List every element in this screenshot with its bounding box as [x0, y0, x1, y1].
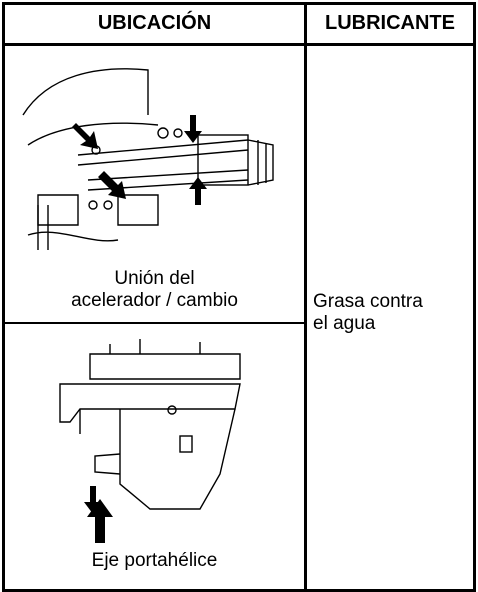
caption-line: Eje portahélice [91, 550, 218, 571]
lubricant-line: Grasa contra [313, 291, 423, 312]
location-caption: Unión del acelerador / cambio [5, 268, 304, 312]
row-rule [2, 322, 305, 324]
location-caption: Eje portahélice [5, 550, 304, 572]
lubricant-line: el agua [313, 313, 376, 334]
caption-line: acelerador / cambio [71, 290, 238, 311]
lubricant: Grasa contra el agua [313, 291, 473, 335]
shaft-arrow [87, 499, 113, 543]
header-rule [2, 43, 476, 46]
caption-line: Unión del [114, 268, 195, 289]
linkage-illustration [22, 68, 274, 250]
propeller-shaft-illustration [59, 339, 241, 514]
column-rule [304, 2, 307, 592]
header-lubricant: LUBRICANTE [325, 12, 455, 34]
header-location: UBICACIÓN [97, 12, 212, 34]
